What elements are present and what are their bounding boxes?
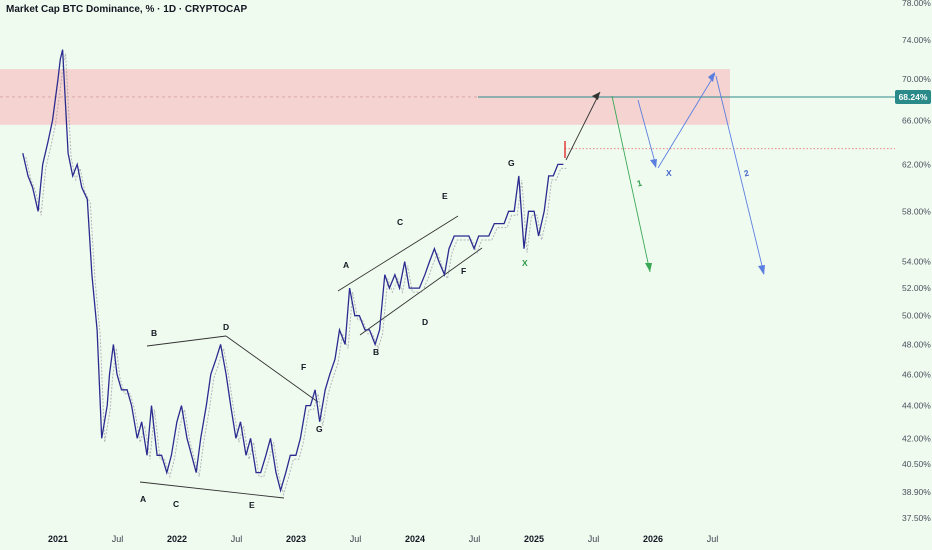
current-value-badge-bg <box>895 90 931 105</box>
y-tick-label: 44.00% <box>902 401 931 411</box>
arrow-black-up <box>565 91 601 161</box>
y-tick-label: 54.00% <box>902 257 931 267</box>
y-tick-label: 42.00% <box>902 433 931 443</box>
x-tick-label: Jul <box>231 534 243 544</box>
y-tick-label: 50.00% <box>902 311 931 321</box>
y-tick-label: 58.00% <box>902 206 931 216</box>
current-value-badge-text: 68.24% <box>899 92 928 102</box>
arrow-blue-up <box>657 73 716 169</box>
trendline-channel-top <box>337 215 459 292</box>
projection-arrows <box>565 72 765 275</box>
arrow-blue-x-head <box>650 159 657 168</box>
y-tick-label: 46.00% <box>902 369 931 379</box>
arrow-blue-up-head <box>708 72 715 82</box>
trendline-bd <box>146 335 227 347</box>
arrow-blue-down-head <box>758 265 765 275</box>
y-tick-label: 40.50% <box>902 459 931 469</box>
wave-label-g1: G <box>316 424 323 434</box>
arrow-green-head <box>645 263 652 272</box>
y-tick-label: 78.00% <box>902 0 931 8</box>
y-tick-label: 70.00% <box>902 74 931 84</box>
wave-label-x-blue: X <box>666 168 672 178</box>
wave-label-e2: E <box>442 191 448 201</box>
wave-label-c1: C <box>173 499 179 509</box>
x-tick-label: Jul <box>112 534 124 544</box>
wave-label-f1: F <box>301 362 306 372</box>
wave-label-2: 2 <box>743 168 750 179</box>
wave-label-1: 1 <box>636 178 643 189</box>
wave-label-d1: D <box>223 322 229 332</box>
wave-label-a2: A <box>343 260 349 270</box>
trendline-channel-bottom <box>359 247 483 336</box>
x-tick-label: Jul <box>350 534 362 544</box>
x-tick-label: 2024 <box>405 534 425 544</box>
wave-label-b1: B <box>151 328 157 338</box>
arrow-blue-down <box>715 75 765 275</box>
y-tick-label: 74.00% <box>902 35 931 45</box>
x-tick-label: Jul <box>469 534 481 544</box>
x-tick-label: Jul <box>588 534 600 544</box>
y-tick-label: 62.00% <box>902 159 931 169</box>
x-tick-label: 2021 <box>48 534 68 544</box>
y-tick-label: 52.00% <box>902 283 931 293</box>
current-value-badge: 68.24% <box>895 90 931 105</box>
arrow-black-head <box>592 92 600 100</box>
chart-title: Market Cap BTC Dominance, % · 1D · CRYPT… <box>6 4 248 15</box>
wave-label-x-green: X <box>522 258 528 268</box>
wave-label-e1: E <box>249 500 255 510</box>
btc-dominance-line <box>22 49 564 493</box>
trendline-df <box>225 335 319 403</box>
wave-labels: A B C D E F G A B C D E F G X X 1 2 <box>140 158 750 510</box>
x-tick-label: 2026 <box>643 534 663 544</box>
x-tick-label: 2022 <box>167 534 187 544</box>
x-axis: 2021 Jul 2022 Jul 2023 Jul 2024 Jul 2025 Jul 2026 J… <box>48 534 718 544</box>
wave-label-g2: G <box>508 158 515 168</box>
y-tick-label: 37.50% <box>902 513 931 523</box>
arrow-green-down <box>611 95 651 273</box>
x-tick-label: Jul <box>707 534 719 544</box>
y-tick-label: 48.00% <box>902 339 931 349</box>
arrow-blue-x-down <box>637 99 657 167</box>
wave-label-d2: D <box>422 317 428 327</box>
y-tick-label: 66.00% <box>902 115 931 125</box>
trendline-ae <box>139 481 285 499</box>
wave-label-f2: F <box>461 266 466 276</box>
y-tick-label: 38.90% <box>902 487 931 497</box>
wave-label-a1: A <box>140 494 146 504</box>
x-tick-label: 2023 <box>286 534 306 544</box>
y-axis: 78.00% 74.00% 70.00% 66.00% 62.00% 58.00% 54.0… <box>902 0 931 523</box>
wave-label-c2: C <box>397 217 403 227</box>
wave-label-b2: B <box>373 347 379 357</box>
x-tick-label: 2025 <box>524 534 544 544</box>
